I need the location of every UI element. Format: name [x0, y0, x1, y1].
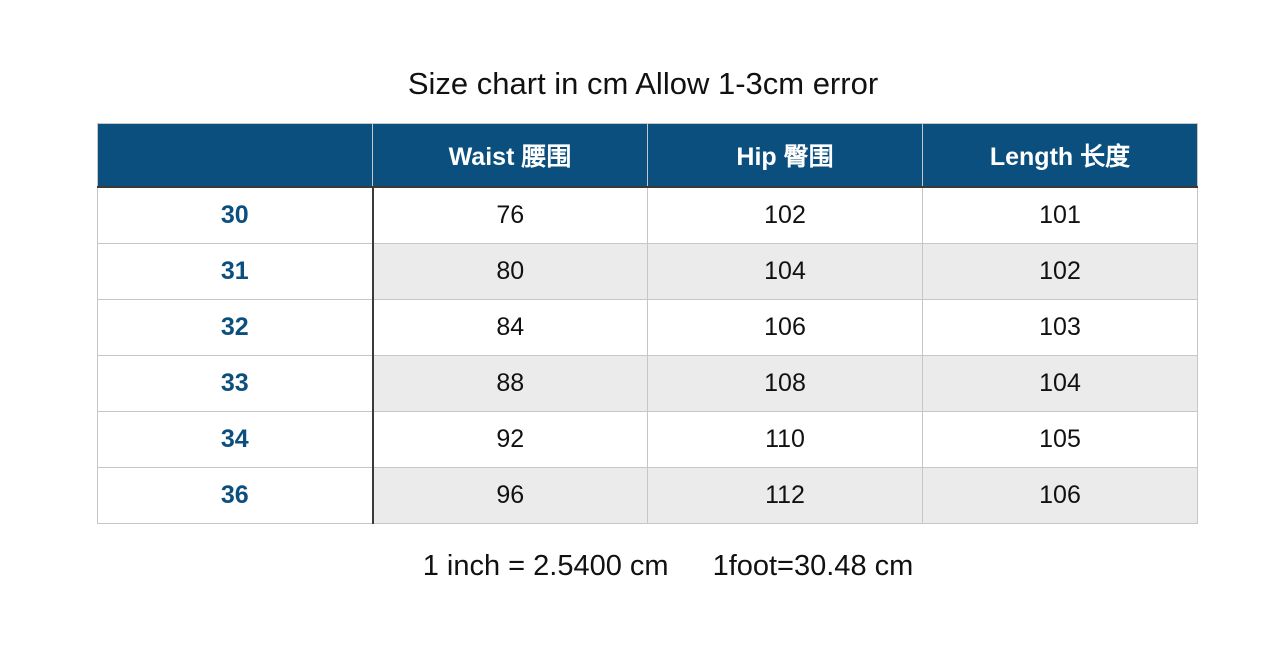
cell-waist: 92 — [372, 411, 648, 468]
header-row: Waist 腰围 Hip 臀围 Length 长度 — [97, 123, 1198, 188]
cell-hip: 112 — [647, 467, 923, 524]
cell-hip: 108 — [647, 355, 923, 412]
cell-waist: 88 — [372, 355, 648, 412]
foot-conversion: 1foot=30.48 cm — [712, 550, 914, 582]
cell-size: 30 — [97, 186, 374, 244]
cell-waist: 76 — [372, 186, 648, 244]
header-size — [97, 123, 373, 188]
cell-size: 32 — [97, 299, 374, 356]
cell-size: 36 — [97, 467, 374, 524]
conversion-note: 1 inch = 2.5400 cm 1foot=30.48 cm — [0, 550, 1286, 583]
cell-size: 33 — [97, 355, 374, 412]
cell-size: 34 — [97, 411, 374, 468]
cell-hip: 102 — [647, 186, 923, 244]
table-row: 31 80 104 102 — [97, 243, 1198, 300]
cell-length: 103 — [922, 299, 1198, 356]
header-hip: Hip 臀围 — [647, 123, 923, 188]
cell-hip: 106 — [647, 299, 923, 356]
header-waist: Waist 腰围 — [372, 123, 648, 188]
table-row: 34 92 110 105 — [97, 411, 1198, 468]
inch-conversion: 1 inch = 2.5400 cm — [422, 550, 669, 582]
table-row: 30 76 102 101 — [97, 186, 1198, 244]
size-table: Waist 腰围 Hip 臀围 Length 长度 30 76 102 101 31 80… — [97, 123, 1198, 524]
table-row: 36 96 112 106 — [97, 467, 1198, 524]
cell-length: 106 — [922, 467, 1198, 524]
cell-hip: 104 — [647, 243, 923, 300]
cell-length: 102 — [922, 243, 1198, 300]
cell-hip: 110 — [647, 411, 923, 468]
header-length: Length 长度 — [922, 123, 1198, 188]
cell-length: 101 — [922, 186, 1198, 244]
cell-size: 31 — [97, 243, 374, 300]
cell-length: 105 — [922, 411, 1198, 468]
cell-waist: 96 — [372, 467, 648, 524]
page-title: Size chart in cm Allow 1-3cm error — [407, 66, 879, 101]
table-row: 33 88 108 104 — [97, 355, 1198, 412]
cell-length: 104 — [922, 355, 1198, 412]
cell-waist: 84 — [372, 299, 648, 356]
table-row: 32 84 106 103 — [97, 299, 1198, 356]
cell-waist: 80 — [372, 243, 648, 300]
